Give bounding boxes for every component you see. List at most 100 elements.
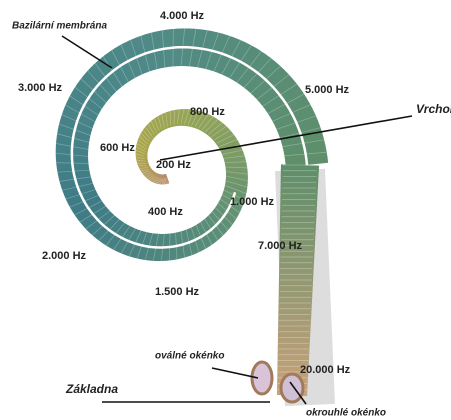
- pointer: [159, 115, 413, 161]
- spiral-segment: [142, 167, 151, 174]
- spiral-segment: [147, 122, 160, 135]
- spiral-segment: [206, 119, 221, 137]
- spiral-segment: [137, 161, 149, 167]
- spiral-segment: [217, 135, 237, 149]
- spiral-segment: [205, 118, 219, 136]
- round-window: [279, 372, 305, 404]
- spiral-rib: [187, 109, 195, 127]
- spiral-rib: [218, 139, 238, 148]
- spiral-segment: [136, 142, 150, 148]
- spiral-segment: [148, 171, 156, 181]
- spiral-rib: [163, 174, 169, 184]
- spiral-rib: [190, 110, 199, 127]
- frequency-label: 1.000 Hz: [230, 196, 275, 208]
- spiral-segment: [146, 170, 155, 179]
- frequency-label: 200 Hz: [156, 159, 191, 171]
- pointer: [289, 381, 307, 405]
- spiral-rib: [225, 185, 247, 194]
- spiral-segment: [143, 126, 156, 138]
- pointers: [61, 35, 413, 405]
- spiral-segment: [222, 148, 243, 159]
- frequency-label: 1.500 Hz: [155, 286, 200, 298]
- spiral-segment: [215, 130, 233, 146]
- spiral-segment: [142, 167, 152, 176]
- spiral-segment: [154, 117, 165, 132]
- spiral-segment: [145, 169, 154, 179]
- spiral-segment: [224, 184, 248, 192]
- spiral-rib: [165, 112, 169, 129]
- spiral-rib: [226, 171, 248, 175]
- spiral-segment: [139, 164, 150, 171]
- spiral-rib: [210, 126, 227, 138]
- spiral-rib: [147, 123, 156, 137]
- spiral-segment: [190, 109, 197, 128]
- spiral-segment: [165, 111, 173, 128]
- spiral-segment: [224, 159, 247, 167]
- spiral-rib: [183, 109, 190, 126]
- spiral-segment: [152, 118, 163, 132]
- pointer: [61, 35, 113, 69]
- spiral-segment: [202, 115, 214, 133]
- spiral-segment: [170, 110, 176, 127]
- cochlea: [55, 28, 335, 407]
- spiral-rib: [161, 114, 166, 130]
- spiral-segment: [141, 130, 155, 140]
- spiral-segment: [195, 111, 205, 130]
- frequency-label: 7.000 Hz: [258, 240, 303, 252]
- spiral-segment: [168, 110, 175, 127]
- spiral-rib: [154, 118, 160, 133]
- spiral-rib: [180, 109, 185, 126]
- spiral-rib: [215, 134, 234, 144]
- spiral-rib: [145, 126, 154, 139]
- spiral-segment: [151, 172, 158, 183]
- spiral-rib: [225, 180, 248, 188]
- spiral-segment: [156, 116, 166, 131]
- spiral-segment: [198, 113, 209, 131]
- spiral-segment: [161, 113, 170, 129]
- spiral-segment: [221, 145, 242, 157]
- spiral-segment: [157, 115, 167, 130]
- spiral-rib: [173, 110, 175, 127]
- spiral-rib: [204, 119, 218, 133]
- spiral-segment: [223, 153, 245, 163]
- spiral-segment: [211, 124, 227, 141]
- spiral-segment: [140, 165, 150, 172]
- frequency-label: 600 Hz: [100, 142, 135, 154]
- round-window-label: okrouhlé okénko: [306, 408, 386, 419]
- spiral-rib: [142, 129, 153, 141]
- spiral-segment: [139, 163, 150, 170]
- spiral-rib: [222, 149, 243, 155]
- spiral-segment: [225, 162, 247, 170]
- apex-label: Vrchol: [416, 102, 451, 116]
- frequency-label: 2.000 Hz: [42, 250, 87, 262]
- membrane-label: Bazilární membrána: [12, 21, 107, 32]
- spiral-rib: [140, 133, 151, 144]
- spiral-segment: [212, 126, 229, 143]
- spiral-segment: [150, 172, 157, 182]
- spiral-segment: [146, 123, 158, 136]
- spiral-segment: [139, 133, 153, 142]
- basilar-membrane: [70, 45, 309, 249]
- spiral-segment: [150, 119, 162, 133]
- spiral-segment: [216, 132, 235, 147]
- spiral-rib: [207, 122, 223, 136]
- oval-window: [250, 360, 274, 396]
- spiral-segment: [192, 110, 200, 128]
- spiral-segment: [209, 122, 225, 140]
- spiral-segment: [149, 121, 161, 134]
- spiral-segment: [224, 156, 246, 165]
- frequency-label: 800 Hz: [190, 106, 225, 118]
- spiral-segment: [208, 121, 223, 138]
- spiral-rib: [157, 116, 163, 131]
- base-label: Základna: [65, 382, 118, 396]
- spiral-segment: [143, 168, 153, 177]
- spiral-segment: [149, 171, 157, 182]
- spiral-rib: [224, 161, 246, 164]
- frequency-label: 5.000 Hz: [305, 84, 350, 96]
- spiral-segment: [147, 170, 155, 180]
- spiral-rib: [194, 112, 204, 128]
- spiral-rib: [225, 166, 248, 169]
- spiral-segment: [193, 110, 202, 129]
- spiral-segment: [214, 128, 231, 144]
- frequency-label: 4.000 Hz: [160, 10, 205, 22]
